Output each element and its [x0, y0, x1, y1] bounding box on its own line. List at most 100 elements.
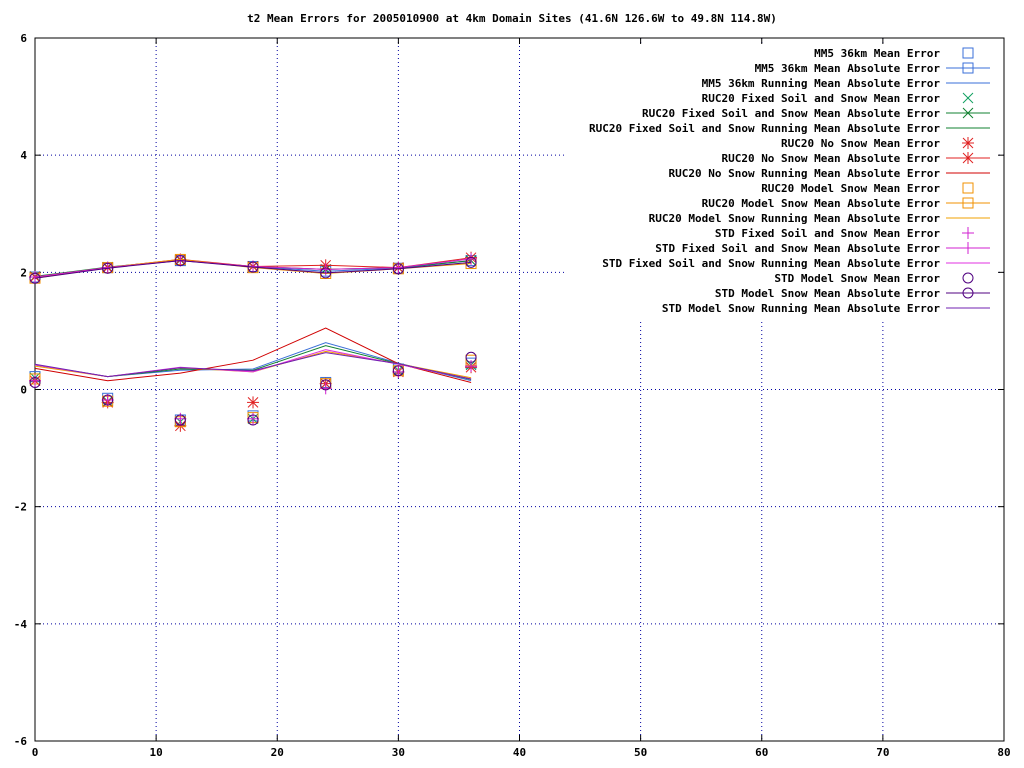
- legend-label: RUC20 No Snow Mean Absolute Error: [721, 152, 940, 165]
- data-point: [392, 263, 404, 275]
- data-point: [174, 255, 186, 267]
- data-point: [247, 414, 259, 426]
- x-tick-label: 50: [634, 746, 647, 759]
- legend-entry-12: STD Fixed Soil and Snow Mean Error: [715, 227, 974, 240]
- x-tick-label: 60: [755, 746, 768, 759]
- legend: MM5 36km Mean Error MM5 36km Mean Absolut…: [565, 44, 998, 320]
- y-tick-label: 0: [20, 384, 27, 397]
- legend-entry-13: STD Fixed Soil and Snow Mean Absolute Er…: [655, 242, 990, 255]
- x-tick-label: 40: [513, 746, 526, 759]
- data-point: [247, 396, 260, 409]
- grid: [35, 38, 1004, 741]
- legend-entry-9: RUC20 Model Snow Mean Error: [761, 182, 974, 195]
- y-tick-label: 2: [20, 266, 27, 279]
- legend-entry-8: RUC20 No Snow Running Mean Absolute Erro…: [668, 167, 990, 180]
- legend-label: STD Model Snow Mean Error: [774, 272, 940, 285]
- data-point: [102, 262, 114, 274]
- data-point: [247, 261, 259, 273]
- y-tick-label: -6: [14, 735, 28, 748]
- data-point: [465, 256, 477, 268]
- x-marker-stroke: [962, 107, 974, 119]
- circle-marker: [174, 414, 186, 426]
- data-point: [29, 374, 41, 387]
- data-point: [174, 414, 186, 426]
- y-tick-label: 4: [20, 149, 27, 162]
- legend-label: RUC20 Fixed Soil and Snow Running Mean A…: [589, 122, 940, 135]
- y-tick-label: -2: [14, 501, 27, 514]
- x-marker-stroke: [962, 92, 974, 104]
- data-point: [962, 107, 974, 119]
- series-8: [34, 327, 472, 383]
- series-line: [34, 327, 472, 383]
- x-tick-label: 20: [271, 746, 284, 759]
- legend-entry-2: MM5 36km Running Mean Absolute Error: [702, 77, 990, 90]
- circle-marker: [102, 394, 114, 406]
- legend-label: STD Model Snow Running Mean Absolute Err…: [662, 302, 941, 315]
- legend-entry-5: RUC20 Fixed Soil and Snow Running Mean A…: [589, 122, 990, 135]
- x-tick-label: 70: [876, 746, 889, 759]
- circle-marker: [962, 287, 974, 299]
- data-point: [962, 137, 974, 149]
- x-tick-label: 80: [997, 746, 1010, 759]
- legend-entry-16: STD Model Snow Mean Absolute Error: [715, 287, 990, 300]
- y-tick-label: 6: [20, 32, 27, 45]
- data-point: [392, 365, 404, 377]
- legend-label: STD Model Snow Mean Absolute Error: [715, 287, 941, 300]
- data-point: [962, 287, 974, 299]
- legend-label: STD Fixed Soil and Snow Mean Absolute Er…: [655, 242, 940, 255]
- legend-entry-11: RUC20 Model Snow Running Mean Absolute E…: [649, 212, 990, 225]
- series-15: [29, 351, 477, 426]
- data-point: [962, 197, 974, 209]
- chart-title: t2 Mean Errors for 2005010900 at 4km Dom…: [247, 12, 777, 25]
- legend-entry-10: RUC20 Model Snow Mean Absolute Error: [702, 197, 990, 210]
- square-marker: [962, 62, 974, 74]
- data-point: [102, 394, 114, 406]
- circle-marker: [174, 255, 186, 267]
- circle-marker: [29, 376, 41, 388]
- legend-entry-0: MM5 36km Mean Error: [814, 47, 974, 60]
- legend-background: [565, 44, 998, 320]
- legend-label: RUC20 Fixed Soil and Snow Mean Absolute …: [642, 107, 940, 120]
- data-point: [962, 47, 974, 59]
- data-point: [962, 242, 974, 254]
- data-point: [29, 376, 41, 388]
- legend-label: RUC20 Model Snow Running Mean Absolute E…: [649, 212, 941, 225]
- legend-entry-1: MM5 36km Mean Absolute Error: [755, 62, 990, 75]
- data-point: [29, 272, 41, 284]
- legend-label: MM5 36km Mean Error: [814, 47, 940, 60]
- legend-entry-6: RUC20 No Snow Mean Error: [781, 137, 974, 150]
- x-tick-label: 10: [150, 746, 163, 759]
- data-point: [962, 152, 974, 164]
- y-tick-label: -4: [14, 618, 28, 631]
- x-tick-label: 30: [392, 746, 405, 759]
- data-point: [320, 379, 332, 391]
- legend-label: MM5 36km Mean Absolute Error: [755, 62, 941, 75]
- circle-marker: [247, 414, 259, 426]
- series-line: [34, 260, 472, 279]
- circle-marker: [320, 379, 332, 391]
- series-line: [34, 352, 472, 380]
- data-point: [962, 182, 974, 194]
- legend-label: STD Fixed Soil and Snow Running Mean Abs…: [602, 257, 940, 270]
- data-point: [101, 394, 114, 407]
- legend-entry-14: STD Fixed Soil and Snow Running Mean Abs…: [602, 257, 990, 270]
- circle-marker: [247, 261, 259, 273]
- legend-label: RUC20 Fixed Soil and Snow Mean Error: [702, 92, 941, 105]
- x-tick-label: 0: [32, 746, 39, 759]
- series-layer: [29, 251, 478, 432]
- square-marker: [962, 182, 974, 194]
- square-marker: [962, 47, 974, 59]
- legend-entry-7: RUC20 No Snow Mean Absolute Error: [721, 152, 990, 165]
- legend-label: RUC20 Model Snow Mean Error: [761, 182, 940, 195]
- legend-label: STD Fixed Soil and Snow Mean Error: [715, 227, 941, 240]
- legend-label: RUC20 Model Snow Mean Absolute Error: [702, 197, 941, 210]
- series-17: [34, 352, 472, 380]
- square-marker: [962, 197, 974, 209]
- legend-entry-15: STD Model Snow Mean Error: [774, 272, 974, 285]
- circle-marker: [102, 262, 114, 274]
- legend-label: RUC20 No Snow Running Mean Absolute Erro…: [668, 167, 940, 180]
- circle-marker: [320, 267, 332, 279]
- circle-marker: [962, 272, 974, 284]
